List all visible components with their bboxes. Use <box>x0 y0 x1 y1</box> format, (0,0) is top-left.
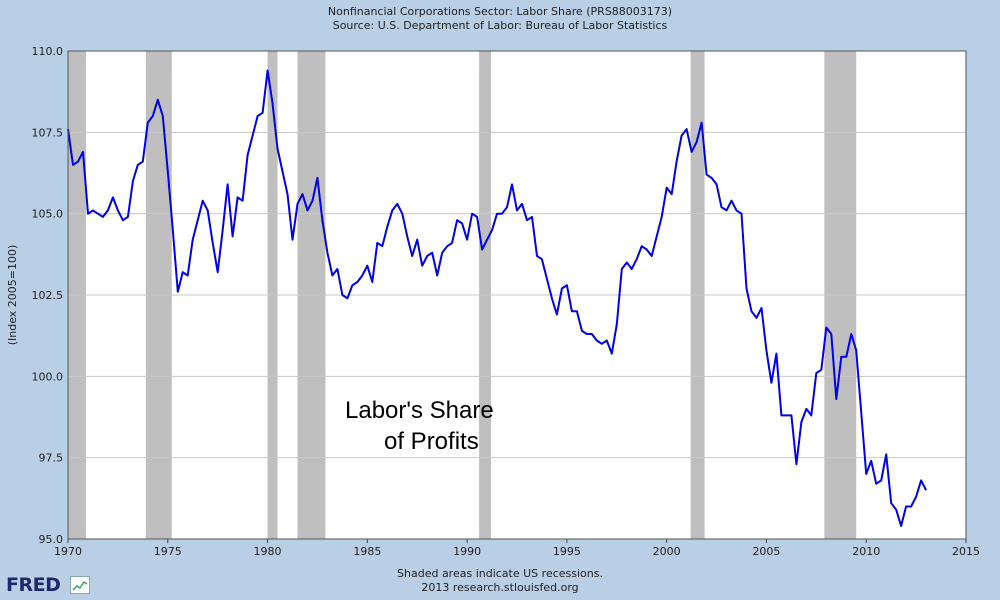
y-tick-label: 110.0 <box>32 45 64 58</box>
plot-border <box>67 50 967 540</box>
y-tick-label: 100.0 <box>32 370 64 383</box>
y-tick-label: 95.0 <box>39 533 64 546</box>
x-tick-label: 2000 <box>653 545 681 558</box>
x-tick-label: 2015 <box>952 545 980 558</box>
annotation: Labor's Share of Profits <box>345 397 494 455</box>
x-tick-label: 1990 <box>453 545 481 558</box>
y-tick-label: 102.5 <box>32 289 64 302</box>
annotation-line-2: of Profits <box>384 428 479 455</box>
chart-title: Nonfinancial Corporations Sector: Labor … <box>327 5 673 18</box>
x-tick-label: 1975 <box>154 545 182 558</box>
y-tick-label: 105.0 <box>32 208 64 221</box>
x-tick-label: 2010 <box>852 545 880 558</box>
axes: 95.0 97.5 100.0 102.5 105.0 107.5 110.0 1970 197… <box>6 45 980 558</box>
series-line <box>67 69 927 527</box>
recession-note: Shaded areas indicate US recessions. <box>397 567 603 580</box>
series-layer <box>67 69 927 527</box>
x-tick-label: 1995 <box>553 545 581 558</box>
x-tick-label: 1985 <box>353 545 381 558</box>
annotation-line-1: Labor's Share <box>345 397 494 424</box>
x-tick-label: 2005 <box>752 545 780 558</box>
mini-chart-icon <box>70 576 90 594</box>
y-tick-label: 107.5 <box>32 126 64 139</box>
credit-line: 2013 research.stlouisfed.org <box>421 581 579 594</box>
chart-source: Source: U.S. Department of Labor: Bureau… <box>332 19 668 32</box>
x-tick-label: 1980 <box>254 545 282 558</box>
fred-logo[interactable]: FRED <box>6 574 61 596</box>
y-tick-label: 97.5 <box>39 452 64 465</box>
y-axis-label: (Index 2005=100) <box>6 245 19 346</box>
x-tick-label: 1970 <box>54 545 82 558</box>
